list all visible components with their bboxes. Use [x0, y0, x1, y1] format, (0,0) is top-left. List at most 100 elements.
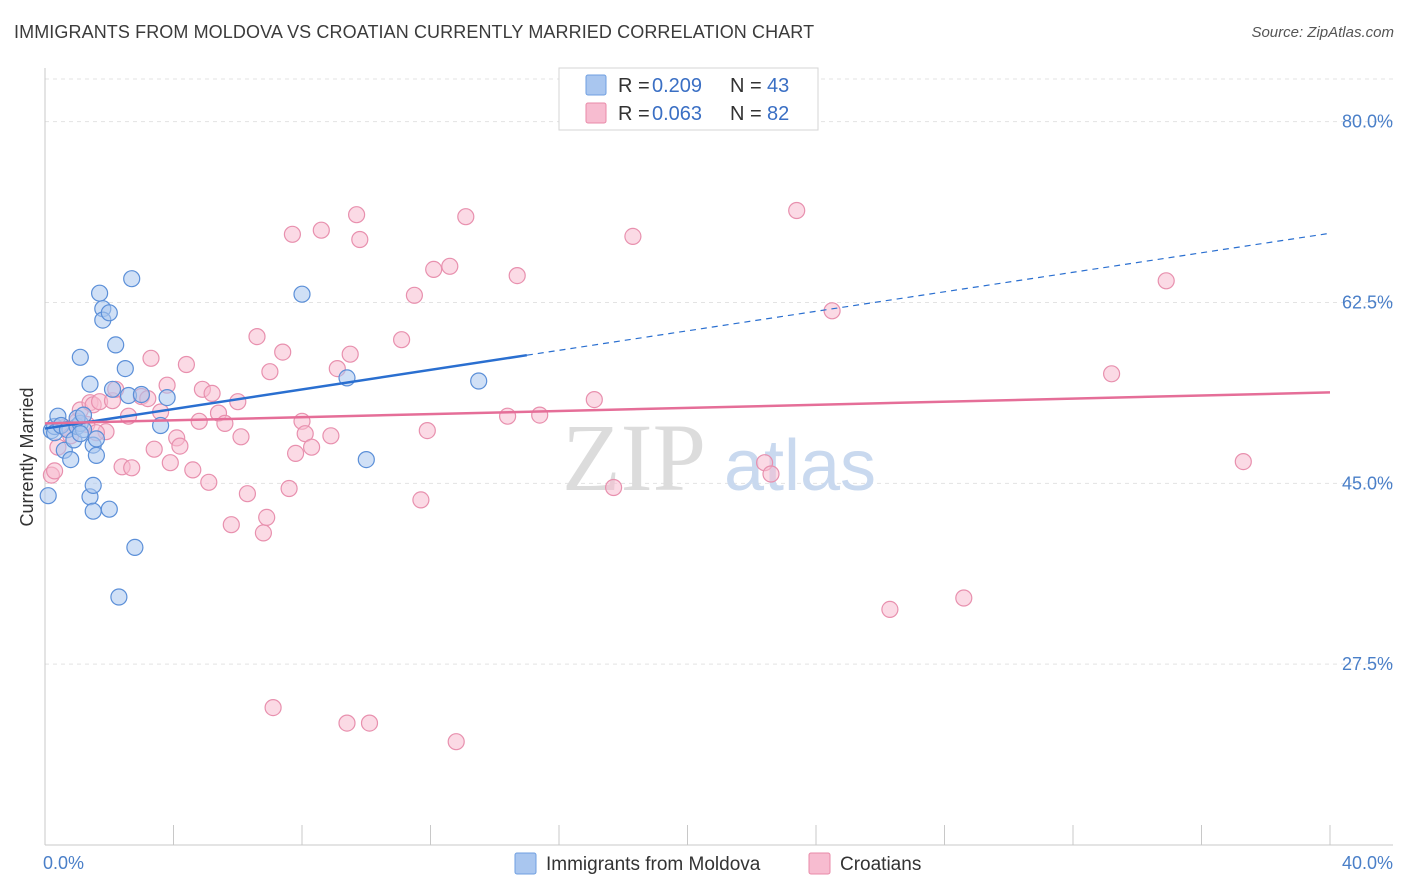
croatians-point-41	[261, 363, 279, 381]
croatians-point-34	[222, 516, 240, 534]
croatians-point-60	[412, 491, 430, 509]
moldova-point-19	[84, 502, 102, 520]
bottom-legend-label-moldova: Immigrants from Moldova	[546, 854, 761, 875]
moldova-point-41	[470, 372, 488, 390]
moldova-point-28	[103, 380, 122, 398]
moldova-points	[39, 270, 488, 606]
moldova-point-38	[293, 285, 311, 303]
croatians-point-78	[1102, 365, 1121, 383]
legend-swatch-croatians	[585, 102, 607, 124]
croatians-point-19	[142, 349, 160, 367]
moldova-point-16	[71, 348, 89, 366]
moldova-point-23	[90, 284, 109, 302]
moldova-point-33	[123, 270, 141, 288]
croatians-point-68	[531, 406, 549, 424]
chart-title: IMMIGRANTS FROM MOLDOVA VS CROATIAN CURR…	[14, 22, 815, 42]
croatians-point-58	[393, 331, 411, 349]
croatians-points	[42, 201, 1252, 751]
legend-n-label-moldova: N =	[730, 75, 762, 97]
source-label: Source: ZipAtlas.com	[1251, 24, 1394, 41]
croatians-point-71	[624, 227, 642, 245]
croatians-point-50	[312, 221, 330, 239]
croatians-point-70	[604, 478, 623, 497]
moldova-point-40	[357, 451, 375, 469]
trend-lines	[44, 232, 1331, 430]
moldova-point-29	[107, 336, 125, 354]
croatians-point-77	[955, 589, 973, 607]
bottom-legend: Immigrants from Moldova Croatians	[514, 852, 921, 875]
croatians-point-27	[184, 461, 202, 479]
moldova-point-42	[84, 476, 102, 494]
bottom-legend-label-croatians: Croatians	[840, 854, 921, 875]
legend-n-value-moldova: 43	[767, 75, 789, 97]
croatians-point-46	[287, 444, 305, 462]
moldova-point-27	[100, 304, 118, 322]
croatians-point-62	[425, 260, 443, 278]
moldova-point-37	[158, 389, 176, 407]
croatians-point-44	[280, 479, 298, 498]
croatians-point-40	[258, 508, 276, 527]
axes	[44, 68, 1393, 846]
legend-r-value-croatians: 0.063	[652, 103, 702, 125]
croatians-point-20	[145, 440, 163, 458]
y-tick-label-0: 27.5%	[1342, 654, 1393, 674]
croatians-point-55	[348, 206, 366, 224]
legend-r-label-croatians: R =	[618, 103, 650, 125]
croatians-point-80	[1234, 453, 1252, 471]
croatians-point-35	[229, 393, 247, 411]
croatians-point-54	[341, 345, 359, 363]
moldova-point-18	[81, 375, 99, 393]
watermark: ZIP atlas	[562, 404, 876, 511]
croatians-point-43	[274, 343, 292, 361]
croatians-point-79	[1157, 272, 1175, 290]
croatians-point-1	[45, 462, 64, 480]
x-tick-label-max: 40.0%	[1342, 853, 1393, 873]
croatians-trend-line	[44, 391, 1331, 425]
croatians-point-74	[788, 201, 806, 220]
croatians-point-56	[351, 230, 369, 249]
watermark-atlas: atlas	[724, 426, 876, 506]
moldova-point-31	[116, 360, 134, 378]
x-tick-label-min: 0.0%	[43, 853, 84, 873]
croatians-point-57	[360, 714, 379, 732]
watermark-zip: ZIP	[562, 404, 706, 511]
legend-n-label-croatians: N =	[730, 103, 762, 125]
legend-swatch-moldova	[585, 74, 607, 96]
y-axis-label: Currently Married	[17, 387, 37, 526]
croatians-point-75	[823, 302, 841, 320]
croatians-point-49	[303, 438, 321, 456]
croatians-point-31	[203, 384, 221, 402]
moldova-point-0	[39, 487, 57, 505]
moldova-trend-line	[44, 353, 528, 430]
croatians-point-16	[123, 459, 141, 477]
moldova-point-35	[132, 385, 150, 404]
y-tick-label-1: 45.0%	[1342, 473, 1393, 493]
croatians-point-25	[171, 437, 189, 455]
bottom-legend-swatch-croatians	[808, 852, 831, 875]
croatians-point-26	[177, 355, 195, 374]
croatians-point-39	[254, 524, 272, 542]
croatians-point-36	[232, 428, 250, 446]
moldova-point-22	[87, 446, 106, 464]
croatians-point-63	[441, 257, 459, 275]
croatians-point-65	[457, 208, 475, 226]
moldova-point-34	[126, 538, 144, 557]
moldova-point-8	[62, 451, 80, 469]
croatians-point-67	[508, 267, 526, 285]
croatians-point-45	[283, 225, 301, 243]
croatians-point-59	[405, 286, 423, 304]
croatians-point-66	[499, 407, 517, 425]
croatians-point-38	[248, 328, 266, 346]
legend-n-value-croatians: 82	[767, 103, 789, 125]
grid-lines	[45, 78, 1393, 665]
croatians-point-73	[762, 465, 780, 483]
croatians-point-28	[190, 412, 208, 430]
croatians-point-23	[161, 454, 179, 472]
moldova-point-14	[71, 425, 89, 443]
croatians-point-64	[447, 733, 465, 751]
moldova-trend-extension	[526, 232, 1331, 356]
croatians-point-42	[264, 698, 282, 717]
moldova-point-26	[100, 500, 118, 518]
moldova-point-21	[87, 430, 106, 448]
croatians-point-51	[322, 427, 340, 445]
